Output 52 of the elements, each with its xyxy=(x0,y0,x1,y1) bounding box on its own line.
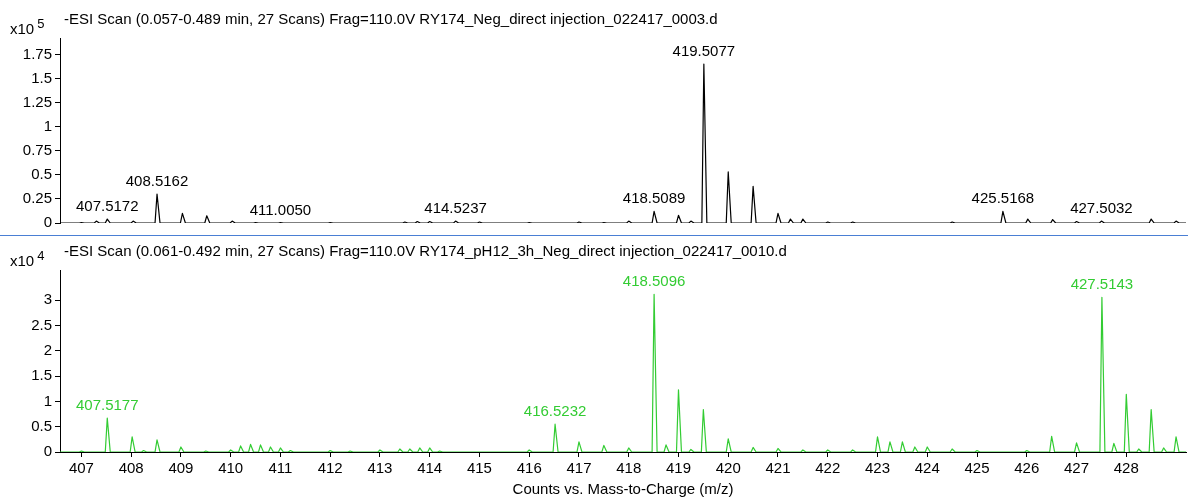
x-tick-label: 414 xyxy=(417,459,443,477)
x-tick-label: 426 xyxy=(1014,459,1040,477)
x-tick-label: 422 xyxy=(815,459,841,477)
y-tick-label: 1.5 xyxy=(31,366,52,384)
x-tick-label: 415 xyxy=(466,459,492,477)
x-tick-label: 425 xyxy=(964,459,990,477)
annotation: 408.5162 xyxy=(125,172,189,190)
x-tick-label: 419 xyxy=(665,459,691,477)
y-tick-label: 0 xyxy=(43,442,52,460)
x-tick-label: 410 xyxy=(218,459,244,477)
y-tick-label: 1 xyxy=(43,116,52,134)
annotation: 425.5168 xyxy=(971,189,1035,207)
annotation: 427.5032 xyxy=(1070,199,1133,217)
x-tick-label: 407 xyxy=(68,459,94,477)
annotation: 418.5096 xyxy=(622,272,686,290)
y-tick-label: 1.25 xyxy=(22,92,52,110)
x-tick-label: 412 xyxy=(317,459,343,477)
x-tick-label: 408 xyxy=(118,459,144,477)
annotation: 414.5237 xyxy=(424,199,487,217)
annotation: 407.5172 xyxy=(75,197,139,215)
chart-title: -ESI Scan (0.061-0.492 min, 27 Scans) Frag=110.0V RY174_pH12_3h_Neg_direct injection_022417_0010.d xyxy=(64,242,787,259)
y-tick-label: 1.5 xyxy=(31,68,52,86)
y-tick-label: 0 xyxy=(43,213,52,231)
annotation: 427.5143 xyxy=(1070,275,1134,293)
y-tick-label: 3 xyxy=(43,290,52,308)
x-tick-label: 427 xyxy=(1064,459,1090,477)
chart-title: -ESI Scan (0.057-0.489 min, 27 Scans) Frag=110.0V RY174_Neg_direct injection_022417_0003.d xyxy=(64,10,718,27)
x-tick-label: 424 xyxy=(914,459,940,477)
y-tick-label: 0.25 xyxy=(22,189,52,207)
x-tick-label: 420 xyxy=(715,459,741,477)
y-tick-label: 0.5 xyxy=(31,164,52,182)
y-tick-label: 1.75 xyxy=(22,44,52,62)
x-tick-label: 413 xyxy=(367,459,393,477)
y-tick-label: 0.75 xyxy=(22,140,52,158)
y-tick-label: 2.5 xyxy=(31,315,52,333)
x-tick-label: 418 xyxy=(616,459,642,477)
annotation: 407.5177 xyxy=(75,396,139,414)
y-tick-label: 1 xyxy=(43,391,52,409)
annotation: 411.0050 xyxy=(249,200,312,218)
x-tick-label: 428 xyxy=(1113,459,1139,477)
annotation: 418.5089 xyxy=(622,189,686,207)
x-axis-title: Counts vs. Mass-to-Charge (m/z) xyxy=(512,480,734,498)
x-tick-label: 409 xyxy=(168,459,194,477)
y-tick-label: 0.5 xyxy=(31,416,52,434)
x-tick-label: 423 xyxy=(864,459,891,477)
x-tick-label: 411 xyxy=(268,459,293,477)
annotation: 416.5232 xyxy=(523,402,587,420)
x-tick-label: 416 xyxy=(516,459,542,477)
x-tick-label: 417 xyxy=(566,459,592,477)
annotation: 419.5077 xyxy=(672,42,736,60)
y-tick-label: 2 xyxy=(43,341,52,359)
x-tick-label: 421 xyxy=(765,459,791,477)
